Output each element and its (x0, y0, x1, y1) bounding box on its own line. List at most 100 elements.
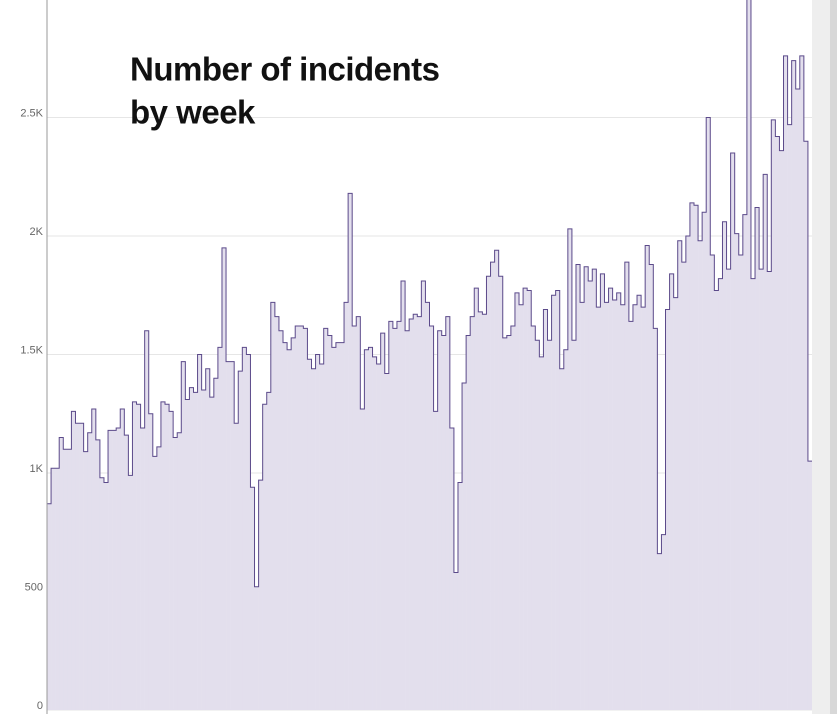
week-area (722, 221, 727, 710)
week-area (457, 482, 463, 710)
week-area (388, 321, 394, 710)
week-area (669, 273, 674, 710)
week-area (685, 236, 691, 710)
week-area (612, 299, 617, 710)
week-area (144, 330, 150, 710)
week-area (270, 302, 276, 710)
week-area (339, 342, 345, 710)
week-area (189, 387, 194, 710)
week-area (795, 89, 801, 710)
y-tick-label: 2K (30, 226, 44, 238)
week-area (596, 307, 601, 710)
week-area (600, 273, 605, 710)
week-area (718, 278, 723, 710)
week-area (759, 269, 764, 710)
week-area (112, 430, 117, 710)
week-area (575, 264, 581, 710)
week-area (592, 269, 597, 710)
week-area (95, 439, 101, 710)
week-area (645, 245, 650, 711)
week-area (783, 55, 788, 710)
week-area (177, 432, 182, 710)
week-area (327, 335, 333, 710)
week-area (523, 288, 528, 710)
week-area (83, 451, 88, 710)
week-area (108, 430, 113, 710)
week-area (262, 404, 268, 710)
week-area (702, 212, 707, 711)
week-area (376, 363, 381, 710)
week-area (486, 276, 491, 710)
week-area (221, 247, 227, 710)
week-area (551, 295, 556, 710)
week-area (258, 480, 263, 710)
week-area (584, 266, 589, 710)
chart-title: Number of incidents (130, 51, 440, 88)
week-area (665, 309, 670, 710)
week-area (185, 399, 190, 710)
week-area (364, 349, 369, 710)
week-area (335, 342, 341, 710)
week-area (396, 321, 402, 710)
week-area (295, 326, 300, 710)
week-area (99, 477, 105, 710)
week-area (116, 427, 121, 710)
week-area (681, 262, 687, 710)
week-area (482, 314, 487, 710)
week-area (287, 349, 292, 710)
week-area (755, 207, 760, 710)
week-area (331, 347, 337, 710)
week-area (693, 205, 699, 710)
week-area (474, 288, 479, 710)
week-area (620, 304, 626, 710)
week-area (278, 330, 284, 710)
week-area (319, 363, 325, 710)
week-area (563, 349, 569, 710)
week-area (571, 340, 577, 710)
week-area (494, 250, 499, 710)
week-area (470, 316, 475, 710)
week-area (132, 401, 137, 710)
week-area (689, 202, 695, 710)
y-tick-label: 1.5K (20, 344, 43, 356)
week-area (217, 347, 223, 710)
week-area (165, 404, 170, 710)
week-area (763, 174, 768, 710)
week-area (710, 254, 715, 710)
week-area (706, 117, 711, 710)
week-area (299, 326, 304, 710)
y-tick-label: 1K (30, 463, 44, 475)
week-area (750, 278, 756, 710)
week-area (238, 371, 243, 710)
week-area (120, 409, 125, 710)
week-area (405, 330, 410, 710)
week-area (344, 302, 349, 710)
week-area (148, 413, 154, 710)
week-area (653, 328, 658, 710)
week-area (63, 449, 68, 710)
week-area (510, 326, 516, 710)
week-area (413, 314, 418, 710)
week-area (466, 335, 471, 710)
week-area (368, 347, 373, 710)
week-area (425, 302, 430, 710)
week-area (661, 534, 666, 710)
week-area (527, 290, 532, 710)
week-area (315, 354, 320, 710)
week-area (730, 153, 735, 711)
week-area (384, 373, 390, 710)
week-area (234, 423, 239, 710)
week-area (539, 356, 544, 710)
week-area (535, 340, 540, 710)
week-area (401, 281, 406, 710)
week-area (437, 330, 443, 710)
week-area (307, 359, 312, 710)
week-area (746, 0, 752, 710)
y-tick-label: 500 (25, 581, 43, 593)
week-area (657, 553, 662, 710)
week-area (543, 309, 548, 710)
week-area (283, 342, 288, 710)
week-area (779, 150, 784, 710)
week-area (136, 404, 141, 710)
